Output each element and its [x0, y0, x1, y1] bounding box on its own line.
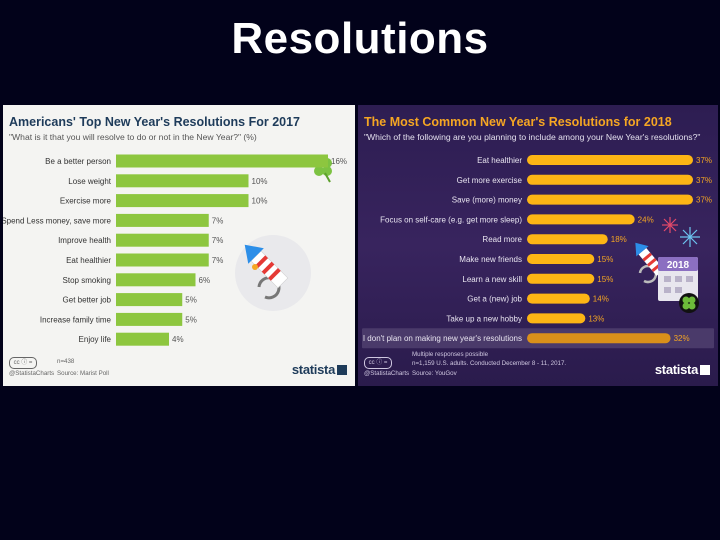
creative-commons-icon: cc ⓘ = — [364, 357, 392, 369]
statista-logo-icon — [700, 365, 710, 375]
calendar-2018-icon: 2018 — [658, 257, 698, 301]
value-label: 18% — [611, 235, 627, 244]
chart-footer: cc ⓘ = @StatistaCharts n=438 Source: Mar… — [9, 355, 349, 381]
clover-icon — [679, 293, 699, 313]
statista-wordmark: statista — [654, 362, 698, 377]
bar — [116, 253, 209, 267]
bar — [116, 154, 328, 168]
bar — [527, 273, 595, 284]
bar — [527, 194, 693, 205]
value-label: 5% — [185, 296, 197, 305]
chart-title: The Most Common New Year's Resolutions f… — [364, 115, 672, 129]
category-label: Focus on self-care (e.g. get more sleep) — [380, 215, 522, 224]
fireworks-icon — [662, 217, 678, 233]
sample-size-note: n=1,159 U.S. adults. Conducted December … — [412, 360, 567, 367]
bar — [116, 332, 169, 346]
slide-title: Resolutions — [231, 14, 489, 63]
statista-wordmark: statista — [291, 362, 335, 377]
category-label: Exercise more — [60, 197, 112, 206]
bar — [527, 333, 671, 344]
firework-rocket-icon — [635, 242, 665, 284]
bar — [116, 293, 183, 307]
category-label: Spend Less money, save more — [3, 216, 112, 225]
value-label: 6% — [199, 276, 211, 285]
bar — [527, 313, 586, 324]
category-label: Read more — [482, 235, 522, 244]
statista-handle: @StatistaCharts — [364, 370, 410, 377]
value-label: 37% — [696, 156, 712, 165]
value-label: 37% — [696, 176, 712, 185]
bar — [527, 155, 693, 165]
bar — [116, 233, 209, 247]
bar — [527, 254, 595, 264]
value-label: 10% — [252, 197, 268, 206]
creative-commons-icon: cc ⓘ = — [9, 357, 37, 369]
fireworks-icon — [680, 227, 700, 247]
value-label: 4% — [172, 335, 184, 344]
value-label: 24% — [638, 215, 654, 224]
source-note: Source: YouGov — [412, 370, 457, 377]
calendar-year-label: 2018 — [667, 260, 690, 271]
value-label: 5% — [185, 315, 197, 324]
chart-panel-2017: Americans' Top New Year's Resolutions Fo… — [3, 105, 355, 386]
category-label: Get a (new) job — [467, 295, 522, 304]
value-label: 32% — [674, 334, 690, 343]
bar — [527, 174, 693, 185]
chart-title: Americans' Top New Year's Resolutions Fo… — [9, 115, 301, 129]
bar — [116, 174, 249, 188]
bar-chart-2018: 2018 Eat healthier 37% Get more exercise 37… — [362, 155, 714, 349]
value-label: 7% — [212, 216, 224, 225]
value-label: 13% — [588, 314, 604, 323]
value-label: 14% — [593, 295, 609, 304]
bar-chart-2017: Be a better person 16% Lose weight 10% Exerc… — [3, 154, 347, 346]
value-label: 10% — [252, 177, 268, 186]
firework-rocket-icon — [235, 235, 311, 311]
statista-logo-icon — [337, 365, 347, 375]
category-label: Lose weight — [68, 177, 111, 186]
category-label: Learn a new skill — [462, 275, 522, 284]
category-label: Get more exercise — [457, 176, 523, 185]
chart-panel-2018: The Most Common New Year's Resolutions f… — [358, 105, 718, 386]
statista-logo: statista — [655, 362, 710, 377]
value-label: 37% — [696, 196, 712, 205]
value-label: 7% — [212, 236, 224, 245]
sample-size-note: n=438 — [57, 358, 75, 365]
multiple-responses-note: Multiple responses possible — [412, 351, 489, 358]
category-label: Get better job — [63, 296, 112, 305]
category-label: Increase family time — [40, 315, 112, 324]
category-label: Be a better person — [45, 157, 111, 166]
bar — [527, 214, 635, 225]
bar — [527, 234, 608, 245]
bar — [116, 312, 183, 326]
chart-subtitle: "Which of the following are you planning… — [364, 132, 701, 142]
statista-handle: @StatistaCharts — [9, 370, 55, 377]
bar — [116, 194, 249, 208]
source-note: Source: Marist Poll — [57, 370, 109, 377]
category-label: Improve health — [58, 236, 111, 245]
chart-footer: cc ⓘ = @StatistaCharts Multiple response… — [364, 351, 704, 381]
category-label: Eat healthier — [66, 256, 111, 265]
category-label: Stop smoking — [63, 276, 111, 285]
category-label: Eat healthier — [477, 156, 522, 165]
category-label: Take up a new hobby — [446, 314, 522, 323]
value-label: 15% — [597, 255, 613, 264]
value-label: 7% — [212, 256, 224, 265]
value-label: 15% — [597, 275, 613, 284]
chart-subtitle: "What is it that you will resolve to do … — [9, 132, 257, 142]
category-label: Make new friends — [459, 255, 522, 264]
category-label: Enjoy life — [79, 335, 112, 344]
statista-logo: statista — [292, 362, 347, 377]
value-label: 16% — [331, 157, 347, 166]
bar — [527, 293, 590, 304]
category-label: Save (more) money — [452, 196, 522, 205]
category-label: I don't plan on making new year's resolu… — [363, 334, 522, 343]
bar — [116, 273, 196, 287]
bar — [116, 213, 209, 227]
